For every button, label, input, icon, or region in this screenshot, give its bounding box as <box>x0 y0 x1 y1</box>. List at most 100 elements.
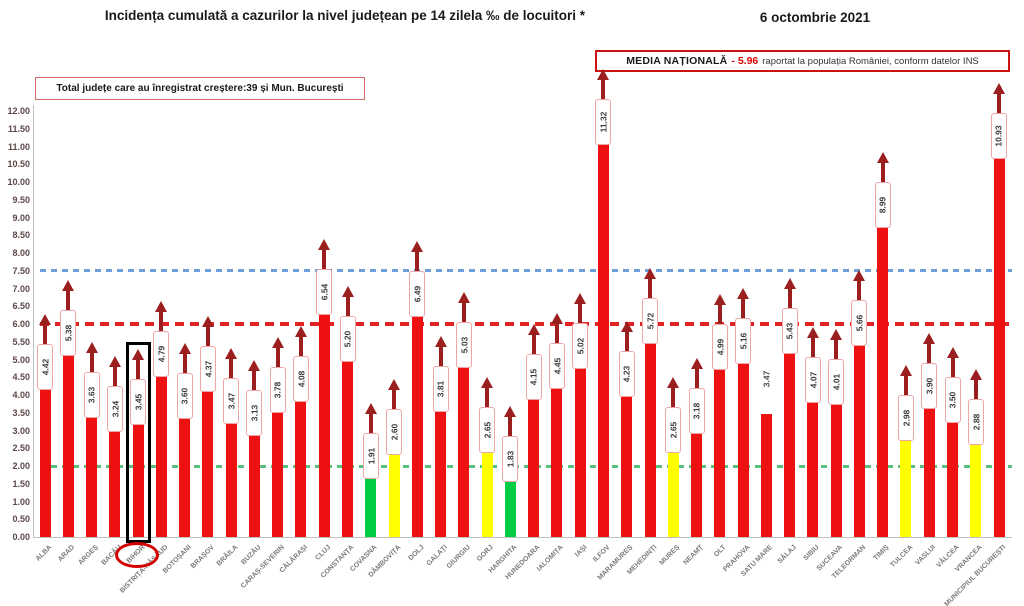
bar-galati <box>435 401 447 537</box>
bar-value-text: 4.07 <box>807 371 818 388</box>
arrow-shaft <box>205 326 210 346</box>
bar-value-text: 5.20 <box>342 331 353 348</box>
bar-buzau <box>248 425 260 537</box>
growth-arrow-icon <box>830 328 843 359</box>
bar-value-text: 3.18 <box>691 402 702 420</box>
bar-value-text: 3.63 <box>86 386 97 404</box>
bar-value-text: 5.03 <box>458 337 469 354</box>
arrow-shaft <box>182 354 187 374</box>
y-axis-tick-label: 8.00 <box>12 248 30 258</box>
bar-value-text: 4.23 <box>621 365 632 383</box>
growth-arrow-icon <box>201 315 214 346</box>
bar-value-label-bihor: 3.45 <box>130 378 147 425</box>
growth-arrow-icon <box>85 342 98 373</box>
arrow-head <box>620 320 633 332</box>
bar-value-label-caras-severin: 3.78 <box>269 366 286 413</box>
growth-arrow-icon <box>806 326 819 357</box>
y-axis-tick-label: 4.50 <box>12 372 30 383</box>
x-axis-label-vaslui: VASLUI <box>914 544 938 567</box>
x-axis-label-alba: ALBA <box>34 544 53 563</box>
arrow-shaft <box>880 162 885 182</box>
arrow-shaft <box>415 251 420 271</box>
y-axis-tick-label: 6.00 <box>12 319 30 329</box>
national-average-label: MEDIA NAȚIONALĂ <box>626 55 728 67</box>
bar-giurgiu <box>458 358 470 537</box>
y-axis-tick-label: 4.00 <box>12 390 30 400</box>
arrow-head <box>527 323 540 335</box>
y-axis-tick-label: 9.50 <box>12 194 30 205</box>
y-axis-tick-label: 1.00 <box>12 496 30 507</box>
bar-value-text: 5.38 <box>63 324 74 342</box>
bar-constanta <box>342 352 353 537</box>
arrow-head <box>318 238 331 250</box>
bar-suceava <box>830 394 842 537</box>
bar-ialomita <box>551 379 563 537</box>
growth-arrow-icon <box>318 238 331 269</box>
bar-covasna <box>365 469 377 537</box>
arrow-head <box>923 332 936 344</box>
national-average-box: MEDIA NAȚIONALĂ - 5.96 raportat la popul… <box>595 50 1010 72</box>
growth-arrow-icon <box>364 403 377 434</box>
bar-value-text: 5.43 <box>784 322 795 340</box>
bar-botosani <box>179 409 191 537</box>
x-axis-label-braila: BRĂILA <box>215 544 240 568</box>
bar-value-label-valcea: 3.50 <box>944 376 961 423</box>
y-axis-tick-label: 5.50 <box>12 336 30 347</box>
bar-value-label-timis: 8.99 <box>874 181 891 228</box>
growth-arrow-icon <box>108 355 121 386</box>
growth-arrow-icon <box>853 270 866 301</box>
x-axis-label-buzau: BUZĂU <box>240 544 263 567</box>
bar-value-text: 2.98 <box>900 409 911 427</box>
growth-arrow-icon <box>946 346 959 377</box>
bar-value-text: 3.24 <box>109 400 120 418</box>
arrow-head <box>899 365 912 377</box>
growth-arrow-icon <box>178 343 191 374</box>
bar-ilfov <box>597 135 609 537</box>
arrow-head <box>457 292 470 304</box>
growth-arrow-icon <box>550 313 563 344</box>
bar-value-text: 4.15 <box>528 368 539 385</box>
highlight-rectangle <box>125 342 151 543</box>
arrow-head <box>806 326 819 338</box>
y-axis-tick-label: 11.50 <box>7 123 30 134</box>
bar-value-text: 8.99 <box>877 196 888 214</box>
bar-value-label-maramures: 4.23 <box>618 350 635 397</box>
bar-value-text: 1.91 <box>365 447 376 465</box>
arrow-shaft <box>903 376 908 396</box>
bar-value-text: 2.60 <box>389 423 400 440</box>
bar-value-label-bacau: 3.24 <box>106 385 123 432</box>
ref-line-6.00 <box>40 322 1012 326</box>
bar-arad <box>62 346 74 537</box>
arrow-shaft <box>741 298 746 318</box>
arrow-shaft <box>485 387 490 407</box>
x-axis-label-sibiu: SIBIU <box>802 544 821 563</box>
highlight-ellipse <box>115 542 160 568</box>
arrow-shaft <box>229 358 234 378</box>
bar-value-label-teleorman: 5.66 <box>851 300 868 347</box>
growth-arrow-icon <box>155 300 168 331</box>
bar-dolj <box>411 306 423 537</box>
arrow-head <box>853 270 866 282</box>
growth-arrow-icon <box>923 332 936 363</box>
bar-value-text: 3.47 <box>761 370 772 388</box>
arrow-head <box>178 343 191 355</box>
y-axis-tick-label: 0.50 <box>12 514 30 525</box>
x-axis-label-neamt: NEAMȚ <box>681 544 705 567</box>
x-axis-label-cluj: CLUJ <box>314 544 333 562</box>
arrow-head <box>271 336 284 348</box>
growth-arrow-icon <box>411 240 424 271</box>
growth-arrow-icon <box>690 358 703 389</box>
arrow-head <box>830 328 843 340</box>
bar-value-label-dolj: 6.49 <box>409 270 426 317</box>
bar-caras-severin <box>272 402 284 537</box>
bar-value-label-constanta: 5.20 <box>339 316 356 363</box>
arrow-shaft <box>275 347 280 367</box>
arrow-shaft <box>973 379 978 399</box>
arrow-head <box>225 347 238 359</box>
x-axis-label-arges: ARGEȘ <box>76 544 100 567</box>
y-axis-tick-label: 7.00 <box>12 283 30 294</box>
bar-value-label-giurgiu: 5.03 <box>455 322 472 369</box>
report-date: 6 octombrie 2021 <box>759 10 871 25</box>
arrow-shaft <box>345 297 350 317</box>
